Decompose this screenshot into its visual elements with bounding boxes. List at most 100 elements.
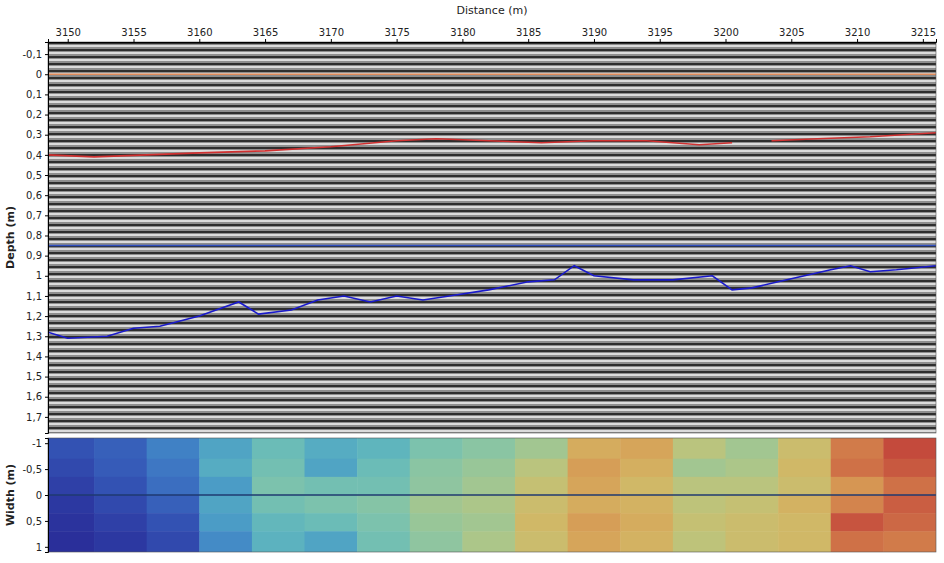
- heatmap-cell: [357, 531, 410, 552]
- heatmap-cell: [462, 459, 515, 478]
- y-tick-label: 1: [36, 270, 42, 281]
- heatmap-cell: [673, 513, 726, 532]
- x-tick: 3165: [253, 27, 278, 42]
- y-tick-mark: [45, 397, 48, 398]
- heatmap-cell: [462, 495, 515, 514]
- heatmap-cell: [147, 531, 200, 552]
- y-tick-mark: [45, 469, 48, 470]
- y-tick-label: 0: [36, 69, 42, 80]
- y-tick: 1,7: [26, 412, 48, 423]
- y-tick-mark: [45, 316, 48, 317]
- x-tick-mark: [857, 39, 858, 42]
- x-tick-label: 3200: [713, 27, 738, 38]
- horizon-line: [48, 245, 936, 247]
- y-axis-title: Width (m): [4, 464, 17, 526]
- heatmap-cell: [252, 495, 305, 514]
- heatmap-cell: [252, 459, 305, 478]
- heatmap-cell: [357, 438, 410, 459]
- heatmap-cell: [199, 459, 252, 478]
- y-tick-label: -1: [32, 438, 42, 449]
- x-axis-title: Distance (m): [457, 4, 528, 17]
- y-axis-title: Depth (m): [4, 206, 17, 269]
- y-tick-label: 0,5: [26, 170, 42, 181]
- heatmap-cell: [462, 477, 515, 496]
- x-tick-mark: [791, 39, 792, 42]
- heatmap-cell: [726, 495, 779, 514]
- x-tick-label: 3150: [56, 27, 81, 38]
- y-tick-label: 0,6: [26, 190, 42, 201]
- heatmap-cell: [515, 477, 568, 496]
- heatmap-cell: [568, 531, 621, 552]
- y-tick-mark: [45, 495, 48, 496]
- y-tick-mark: [45, 377, 48, 378]
- x-tick-label: 3185: [516, 27, 541, 38]
- y-tick-mark: [45, 256, 48, 257]
- y-tick: 0,2: [26, 109, 48, 120]
- y-tick: 0,6: [26, 190, 48, 201]
- y-tick-label: 0,7: [26, 210, 42, 221]
- y-tick: 0,4: [26, 150, 48, 161]
- heatmap-cell: [568, 513, 621, 532]
- heatmap-cell: [568, 459, 621, 478]
- heatmap-cell: [620, 438, 673, 459]
- y-axis: -1-0,500,51: [22, 438, 48, 553]
- y-tick: 1,6: [26, 391, 48, 402]
- plot-area: [48, 438, 936, 552]
- plot-frame: [48, 438, 936, 552]
- heatmap-cell: [462, 438, 515, 459]
- x-tick-label: 3160: [187, 27, 212, 38]
- y-tick-label: 1,7: [26, 412, 42, 423]
- heatmap-cell: [48, 459, 95, 478]
- heatmap-cell: [620, 495, 673, 514]
- heatmap-cell: [726, 459, 779, 478]
- y-tick-label: 0,1: [26, 89, 42, 100]
- heatmap-cell: [883, 531, 936, 552]
- y-tick-label: 1,6: [26, 391, 42, 402]
- heatmap-cell: [147, 438, 200, 459]
- heatmap-cell: [831, 438, 884, 459]
- heatmap-cell: [94, 477, 147, 496]
- y-axis-line: [45, 43, 49, 434]
- heatmap-cell: [673, 495, 726, 514]
- heatmap-cell: [48, 495, 95, 514]
- heatmap-cell: [410, 531, 463, 552]
- y-tick-label: 0,8: [26, 230, 42, 241]
- x-tick-mark: [528, 39, 529, 42]
- y-tick-label: 0,5: [26, 516, 42, 527]
- y-tick: -0,1: [22, 49, 48, 60]
- x-tick-mark: [68, 39, 69, 42]
- x-tick-mark: [134, 39, 135, 42]
- heatmap-cell: [831, 513, 884, 532]
- x-tick-label: 3210: [845, 27, 870, 38]
- x-tick: 3215: [911, 27, 936, 42]
- heatmap-cell: [568, 438, 621, 459]
- heatmap-cell: [147, 495, 200, 514]
- horizon-line: [48, 266, 936, 339]
- heatmap-cell: [357, 495, 410, 514]
- heatmap-cell: [94, 513, 147, 532]
- heatmap-cell: [199, 495, 252, 514]
- x-tick: 3180: [450, 27, 475, 42]
- heatmap-cell: [883, 438, 936, 459]
- heatmap-cell: [48, 513, 95, 532]
- heatmap-cell: [515, 438, 568, 459]
- x-tick-mark: [923, 39, 924, 42]
- horizon-line: [48, 133, 936, 157]
- y-tick-label: 0: [36, 490, 42, 501]
- x-axis: 3150315531603165317031753180318531903195…: [49, 27, 937, 43]
- x-tick-mark: [594, 39, 595, 42]
- heatmap-cell: [305, 459, 358, 478]
- heatmap-cell: [147, 477, 200, 496]
- heatmap-cell: [883, 459, 936, 478]
- y-tick: 1,2: [26, 311, 48, 322]
- heatmap-cell: [515, 513, 568, 532]
- y-tick: 0: [36, 490, 48, 501]
- y-tick: 1,4: [26, 351, 48, 362]
- heatmap-cell: [620, 513, 673, 532]
- x-tick: 3170: [319, 27, 344, 42]
- y-tick: 1: [36, 270, 48, 281]
- y-tick-label: 1,1: [26, 291, 42, 302]
- x-tick: 3155: [121, 27, 146, 42]
- heatmap-cell: [515, 459, 568, 478]
- y-axis-line: [45, 439, 49, 553]
